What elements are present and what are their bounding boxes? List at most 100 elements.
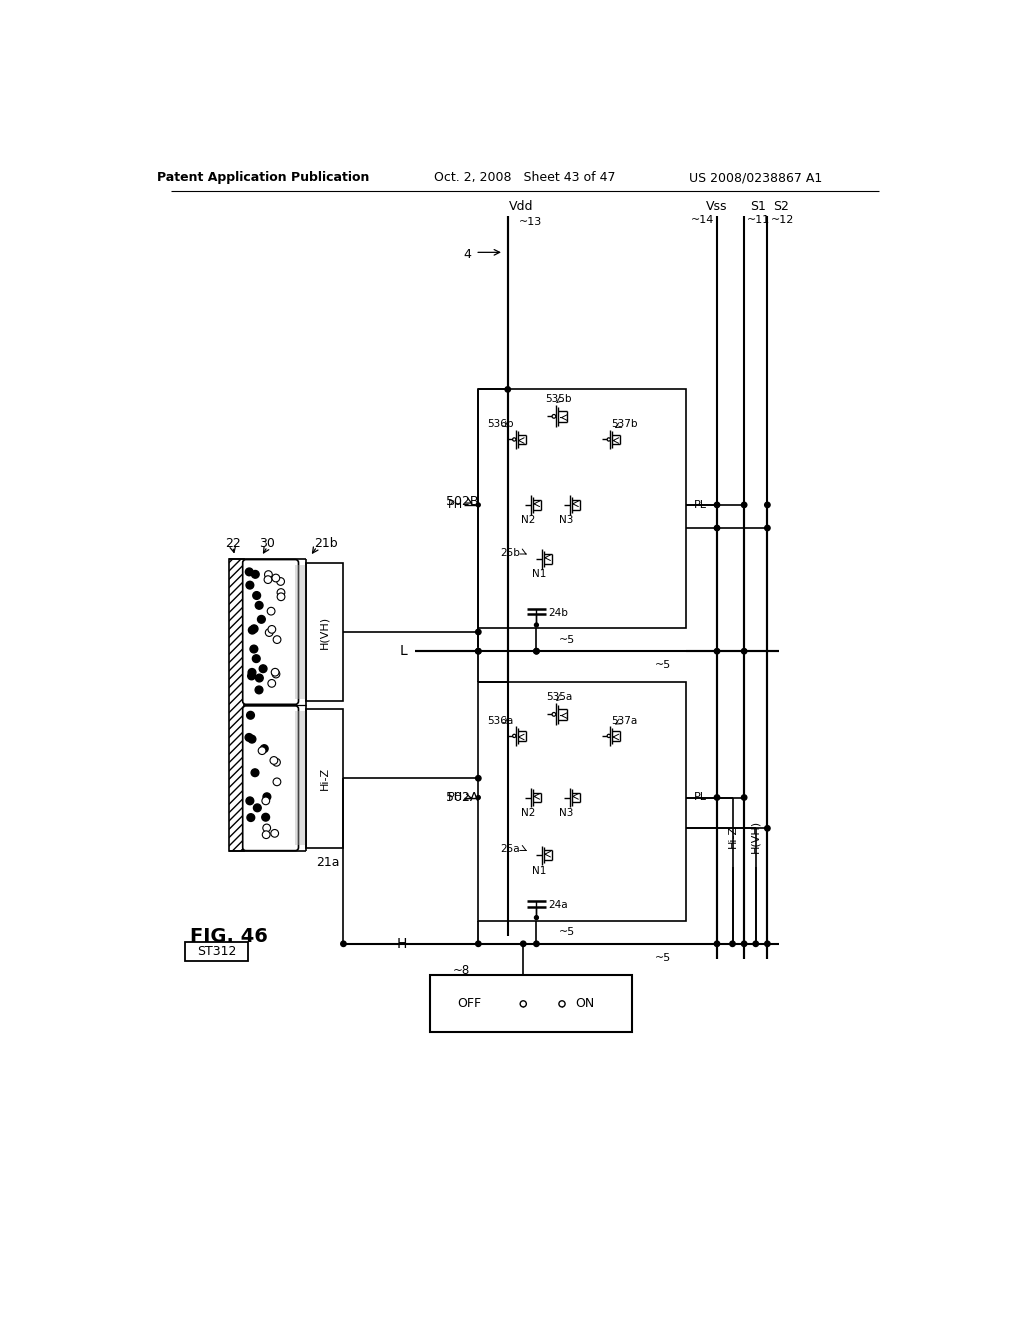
- Circle shape: [263, 793, 270, 801]
- Circle shape: [247, 711, 254, 719]
- Circle shape: [741, 648, 746, 653]
- Circle shape: [513, 734, 516, 738]
- Text: 537b: 537b: [610, 418, 637, 429]
- Circle shape: [263, 824, 270, 832]
- Circle shape: [753, 941, 759, 946]
- Text: Hi-Z: Hi-Z: [727, 825, 737, 847]
- Text: 536b: 536b: [486, 418, 513, 429]
- Text: ~12: ~12: [770, 215, 794, 224]
- Text: H(VH): H(VH): [319, 615, 330, 648]
- Text: PL: PL: [693, 792, 707, 803]
- Circle shape: [475, 648, 481, 653]
- Circle shape: [268, 680, 275, 688]
- Circle shape: [520, 1001, 526, 1007]
- Text: ~5: ~5: [559, 927, 575, 937]
- Circle shape: [272, 759, 281, 766]
- Circle shape: [559, 1001, 565, 1007]
- Circle shape: [255, 686, 263, 694]
- Text: Patent Application Publication: Patent Application Publication: [158, 172, 370, 185]
- FancyBboxPatch shape: [243, 560, 299, 705]
- Circle shape: [255, 675, 263, 682]
- Text: ~8: ~8: [453, 964, 470, 977]
- Circle shape: [741, 941, 746, 946]
- Circle shape: [250, 624, 258, 632]
- Text: 535a: 535a: [546, 693, 572, 702]
- Circle shape: [535, 916, 539, 920]
- Circle shape: [260, 744, 268, 752]
- Circle shape: [245, 734, 253, 742]
- Circle shape: [258, 747, 266, 755]
- Circle shape: [270, 756, 278, 764]
- Circle shape: [741, 795, 746, 800]
- Text: 502B: 502B: [445, 495, 478, 508]
- Circle shape: [248, 735, 256, 743]
- Text: Vdd: Vdd: [509, 199, 534, 213]
- Circle shape: [268, 626, 275, 634]
- Circle shape: [267, 607, 275, 615]
- Circle shape: [262, 830, 270, 838]
- Circle shape: [476, 503, 480, 507]
- Text: H: H: [396, 937, 407, 950]
- Circle shape: [272, 671, 280, 678]
- Circle shape: [273, 777, 281, 785]
- Circle shape: [278, 593, 285, 601]
- Circle shape: [248, 672, 255, 680]
- Circle shape: [715, 525, 720, 531]
- Text: Vss: Vss: [707, 199, 728, 213]
- Circle shape: [255, 602, 263, 610]
- Circle shape: [741, 502, 746, 508]
- Text: PL: PL: [693, 500, 707, 510]
- Circle shape: [246, 568, 253, 576]
- Circle shape: [254, 804, 261, 812]
- Text: 25a: 25a: [501, 843, 520, 854]
- Text: PH: PH: [447, 500, 463, 510]
- Circle shape: [534, 941, 540, 946]
- Circle shape: [715, 648, 720, 653]
- Text: N3: N3: [559, 515, 573, 525]
- Circle shape: [246, 581, 254, 589]
- Text: 30: 30: [259, 537, 275, 550]
- Text: ON: ON: [575, 998, 595, 1010]
- Text: 536a: 536a: [486, 715, 513, 726]
- Circle shape: [247, 813, 255, 821]
- Text: 21a: 21a: [316, 857, 340, 870]
- Text: ~5: ~5: [654, 953, 671, 962]
- Text: 502A: 502A: [445, 791, 478, 804]
- Text: 535b: 535b: [546, 395, 572, 404]
- Text: OFF: OFF: [457, 998, 481, 1010]
- Circle shape: [535, 623, 539, 627]
- Circle shape: [264, 570, 272, 578]
- Bar: [478, 389, 686, 628]
- Circle shape: [272, 574, 280, 582]
- Text: ~5: ~5: [654, 660, 671, 671]
- Circle shape: [513, 438, 516, 441]
- Circle shape: [262, 813, 269, 821]
- FancyBboxPatch shape: [243, 706, 299, 850]
- Text: ~14: ~14: [691, 215, 715, 224]
- Circle shape: [252, 655, 260, 663]
- Circle shape: [257, 615, 265, 623]
- Text: US 2008/0238867 A1: US 2008/0238867 A1: [689, 172, 822, 185]
- Bar: [478, 682, 686, 921]
- Circle shape: [252, 570, 259, 578]
- Circle shape: [341, 941, 346, 946]
- Text: 21b: 21b: [314, 537, 338, 550]
- Text: S2: S2: [773, 199, 790, 213]
- Circle shape: [259, 665, 267, 673]
- Bar: [306, 562, 343, 701]
- Circle shape: [270, 829, 279, 837]
- Bar: [306, 709, 343, 847]
- Text: ~11: ~11: [748, 215, 770, 224]
- Text: N1: N1: [531, 569, 546, 579]
- Circle shape: [505, 387, 510, 392]
- Text: N2: N2: [521, 808, 536, 818]
- Circle shape: [475, 941, 481, 946]
- Circle shape: [765, 941, 770, 946]
- Circle shape: [248, 668, 256, 676]
- Text: 25b: 25b: [501, 548, 520, 557]
- Text: H(VH): H(VH): [751, 820, 761, 853]
- Circle shape: [276, 578, 285, 585]
- Text: 4: 4: [464, 248, 471, 261]
- Circle shape: [253, 591, 260, 599]
- Circle shape: [520, 941, 526, 946]
